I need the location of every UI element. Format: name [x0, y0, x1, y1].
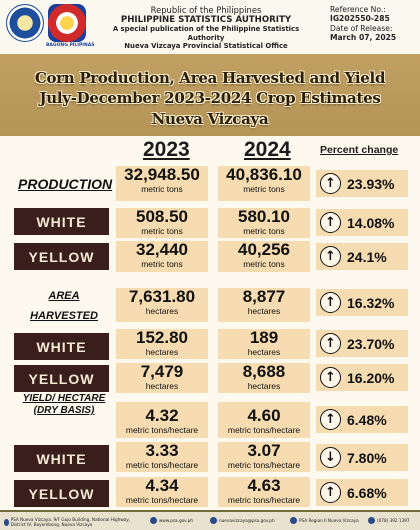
white-production-change: ↑ 14.08% [316, 209, 408, 236]
yellow-area-2023: 7,479 hectares [116, 362, 208, 393]
footer-facebook[interactable]: PSA Region II Nueva Vizcaya [290, 517, 359, 524]
header-text: Republic of the Philippines PHILIPPINE S… [96, 5, 316, 50]
white-area-2024: 189 hectares [218, 328, 310, 359]
yellow-yield-change: ↑ 6.68% [316, 479, 408, 506]
column-percent-change: Percent change [320, 144, 399, 156]
label-yellow-area: YELLOW [14, 365, 109, 392]
label-yield: YIELD/ HECTARE (DRY BASIS) [22, 393, 106, 416]
arrow-down-icon: ↓ [320, 447, 341, 468]
yield-2024: 4.60 metric tons/hectare [218, 402, 310, 438]
label-production: PRODUCTION [18, 176, 113, 192]
page-title: Corn Production, Area Harvested and Yiel… [0, 68, 420, 129]
white-production-2024: 580.10 metric tons [218, 207, 310, 238]
publication-text: A special publication of the Philippine … [112, 25, 300, 42]
footer-address: PSA Nueva Vizcaya, 9/F Gujo Building, Na… [4, 517, 144, 527]
release-date: March 07, 2025 [330, 33, 397, 43]
bagong-pilipinas-logo [48, 4, 86, 42]
location-icon [4, 518, 9, 526]
arrow-up-icon: ↑ [320, 246, 341, 267]
label-area-harvested: AREA HARVESTED [30, 290, 98, 322]
facebook-icon [290, 517, 297, 524]
label-white-production: WHITE [14, 208, 109, 235]
arrow-up-icon: ↑ [320, 212, 341, 233]
yellow-yield-2024: 4.63 metric tons/hectare [218, 476, 310, 507]
yellow-production-2024: 40,256 metric tons [218, 240, 310, 272]
republic-text: Republic of the Philippines [150, 5, 262, 15]
white-area-2023: 152.80 hectares [116, 328, 208, 359]
white-area-change: ↑ 23.70% [316, 330, 408, 357]
bagong-pilipinas-text: BAGONG PILIPINAS [46, 43, 95, 48]
column-2024: 2024 [244, 138, 291, 161]
arrow-up-icon: ↑ [320, 409, 341, 430]
globe-icon [150, 517, 157, 524]
title-line-2: July-December 2023-2024 Crop Estimates [39, 89, 381, 108]
psa-logo [6, 4, 44, 42]
white-yield-2024: 3.07 metric tons/hectare [218, 441, 310, 472]
label-yellow-yield: YELLOW [14, 480, 109, 507]
yellow-area-2024: 8,688 hectares [218, 362, 310, 393]
footer-phone: (078) 392 1397 [368, 517, 410, 524]
header: BAGONG PILIPINAS Republic of the Philipp… [0, 0, 420, 54]
area-2023: 7,631.80 hectares [116, 287, 208, 322]
production-2023: 32,948.50 metric tons [116, 165, 208, 201]
footer-website[interactable]: www.psa.gov.ph [150, 517, 193, 524]
yellow-production-2023: 32,440 metric tons [116, 240, 208, 272]
title-line-1: Corn Production, Area Harvested and Yiel… [34, 69, 386, 87]
title-line-3: Nueva Vizcaya [151, 109, 269, 128]
area-change: ↑ 16.32% [316, 289, 408, 316]
yellow-yield-2023: 4.34 metric tons/hectare [116, 476, 208, 507]
arrow-up-icon: ↑ [320, 482, 341, 503]
label-white-area: WHITE [14, 333, 109, 360]
arrow-up-icon: ↑ [320, 333, 341, 354]
production-2024: 40,836.10 metric tons [218, 165, 310, 201]
label-yellow-production: YELLOW [14, 243, 109, 270]
yield-2023: 4.32 metric tons/hectare [116, 402, 208, 438]
production-change: ↑ 23.93% [316, 170, 408, 197]
yellow-production-change: ↑ 24.1% [316, 243, 408, 270]
label-white-yield: WHITE [14, 445, 109, 472]
yield-change: ↑ 6.48% [316, 406, 408, 433]
arrow-up-icon: ↑ [320, 367, 341, 388]
arrow-up-icon: ↑ [320, 173, 341, 194]
release-label: Date of Release: [330, 23, 393, 33]
area-2024: 8,877 hectares [218, 287, 310, 322]
ref-label: Reference No.: [330, 5, 386, 14]
white-production-2023: 508.50 metric tons [116, 207, 208, 238]
white-yield-2023: 3.33 metric tons/hectare [116, 441, 208, 472]
footer: PSA Nueva Vizcaya, 9/F Gujo Building, Na… [0, 512, 420, 530]
white-yield-change: ↓ 7.80% [316, 444, 408, 471]
psa-name: PHILIPPINE STATISTICS AUTHORITY [120, 15, 292, 26]
reference-block: Reference No.: IG202550-285 Date of Rele… [330, 5, 396, 43]
email-icon [210, 517, 217, 524]
phone-icon [368, 517, 375, 524]
footer-email[interactable]: nuevavizcaya@psa.gov.ph [210, 517, 275, 524]
ref-number: IG202550-285 [330, 14, 390, 24]
column-2023: 2023 [143, 138, 190, 161]
arrow-up-icon: ↑ [320, 292, 341, 313]
yellow-area-change: ↑ 16.20% [316, 364, 408, 391]
office-text: Nueva Vizcaya Provincial Statistical Off… [124, 41, 288, 50]
